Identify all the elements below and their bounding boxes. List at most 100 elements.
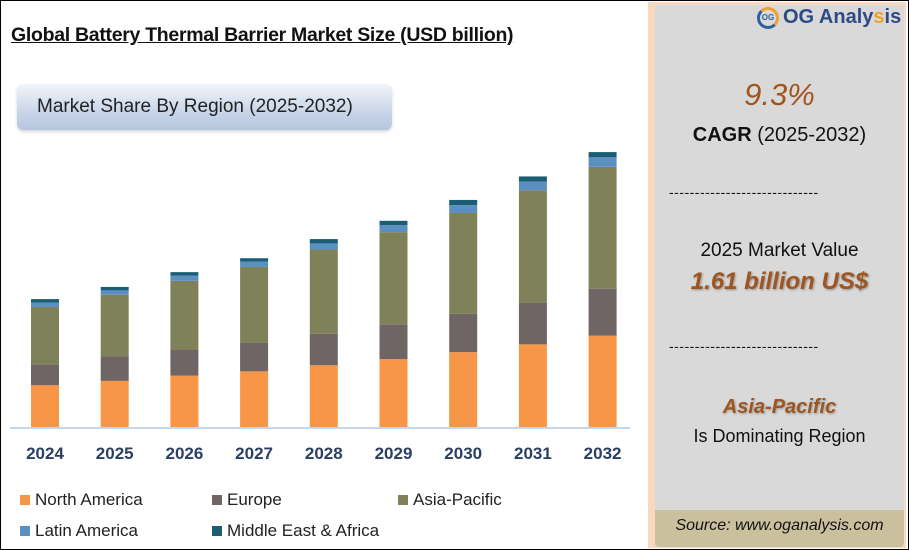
bar-stack-2032 [588,152,617,427]
bar-stack-2031 [518,176,547,427]
divider-2: ----------------------------- [669,338,819,354]
legend-item: Europe [212,490,282,510]
bar-segment-europe-2026 [170,349,199,376]
bar-segment-europe-2031 [518,302,547,345]
bar-segment-latin-america-2024 [31,302,59,307]
legend-swatch-icon [212,495,222,505]
cagr-label: CAGR (2025-2032) [655,124,904,147]
bar-segment-europe-2025 [100,356,129,381]
bar-segment-asia-pacific-2027 [240,266,269,343]
market-value-label: 2025 Market Value [700,240,859,261]
x-tick-label: 2025 [96,444,134,463]
bar-segment-asia-pacific-2024 [31,306,59,365]
logo-text-suffix: is [884,6,902,28]
legend-item: North America [20,490,143,510]
x-tick-label: 2031 [514,444,552,463]
x-tick-label: 2026 [165,444,203,463]
bar-segment-north-america-2031 [518,344,547,427]
legend-swatch-icon [212,526,222,536]
bar-segment-latin-america-2025 [100,290,129,295]
source-bar: Source: www.oganalysis.com [655,510,904,547]
bar-stack-2028 [309,239,338,427]
bar-segment-north-america-2030 [449,352,478,427]
bar-segment-north-america-2032 [588,335,617,427]
dominating-region: Asia-Pacific [722,396,837,418]
og-logo-icon: OG [757,6,779,29]
bar-segment-asia-pacific-2026 [170,280,199,350]
x-tick-label: 2029 [375,444,413,463]
side-panel [655,5,904,547]
cagr-label-period: (2025-2032) [751,124,867,146]
bar-segment-asia-pacific-2029 [379,232,408,325]
x-tick-label: 2024 [26,444,64,463]
bar-segment-middle-east-africa-2029 [379,220,408,226]
chart-subtitle: Market Share By Region (2025-2032) [37,96,353,117]
bar-stack-2024 [31,299,59,427]
cagr-label-bold: CAGR [692,124,752,146]
bar-segment-north-america-2029 [379,359,408,427]
bar-segment-middle-east-africa-2025 [100,286,129,291]
x-tick-label: 2032 [584,444,622,463]
bar-segment-europe-2030 [449,313,478,353]
bar-segment-latin-america-2031 [518,181,547,191]
bar-stack-2027 [240,258,269,427]
bar-stack-2026 [170,272,199,427]
chart-title: Global Battery Thermal Barrier Market Si… [11,24,514,46]
x-tick-label: 2027 [235,444,273,463]
logo-text-prefix: OG Analy [783,6,874,28]
bar-segment-asia-pacific-2031 [518,190,547,303]
cagr-value: 9.3% [744,77,815,112]
divider-1: ----------------------------- [669,184,819,200]
x-tick-label: 2028 [305,444,343,463]
bar-segment-latin-america-2032 [588,157,617,167]
dominating-region-label: Is Dominating Region [693,426,866,446]
bar-segment-europe-2032 [588,288,617,336]
legend-label: Europe [227,490,282,509]
legend-swatch-icon [20,495,30,505]
bar-segment-asia-pacific-2028 [309,249,338,334]
bar-segment-middle-east-africa-2028 [309,239,338,244]
bar-segment-latin-america-2027 [240,261,269,267]
market-value: 1.61 billion US$ [690,268,869,295]
bar-segment-north-america-2027 [240,371,269,427]
source-text: Source: www.oganalysis.com [675,517,884,534]
legend-item: Middle East & Africa [212,521,379,541]
bar-segment-middle-east-africa-2030 [449,199,478,206]
bar-segment-middle-east-africa-2027 [240,258,269,262]
bar-segment-latin-america-2028 [309,243,338,250]
bar-stack-2029 [379,220,408,427]
legend-label: Latin America [35,521,138,540]
bar-segment-asia-pacific-2025 [100,294,129,357]
legend-swatch-icon [398,495,408,505]
bar-segment-middle-east-africa-2032 [588,152,617,158]
bar-segment-asia-pacific-2030 [449,212,478,314]
bar-segment-europe-2024 [31,364,59,386]
bar-segment-latin-america-2030 [449,205,478,213]
og-analysis-logo: OG OG Analy s is [757,6,901,29]
bar-segment-middle-east-africa-2024 [31,299,59,303]
bar-segment-latin-america-2029 [379,225,408,233]
legend-swatch-icon [20,526,30,536]
bar-stack-2025 [100,286,129,427]
subtitle-box: Market Share By Region (2025-2032) [17,84,392,130]
bar-segment-north-america-2028 [309,365,338,427]
bar-stack-2030 [449,199,478,427]
bar-segment-north-america-2024 [31,385,59,427]
bar-segment-north-america-2025 [100,380,129,427]
logo-text-accent: s [873,6,885,28]
bar-segment-europe-2029 [379,324,408,360]
legend-label: Asia-Pacific [413,490,502,509]
bar-segment-europe-2027 [240,342,269,372]
bar-segment-asia-pacific-2032 [588,166,617,289]
legend-item: Asia-Pacific [398,490,502,510]
x-tick-label: 2030 [444,444,482,463]
chart-legend: North America Europe Asia-Pacific Latin Ame… [20,490,640,550]
legend-label: North America [35,490,143,509]
bar-segment-middle-east-africa-2026 [170,272,199,276]
stacked-bar-chart: 2024 2025 2026 2027 2028 2029 2030 2031 2032 [10,152,630,463]
bar-segment-north-america-2026 [170,375,199,427]
bar-segment-latin-america-2026 [170,275,199,281]
bar-segment-middle-east-africa-2031 [518,176,547,182]
bar-segment-europe-2028 [309,333,338,366]
legend-label: Middle East & Africa [227,521,380,540]
